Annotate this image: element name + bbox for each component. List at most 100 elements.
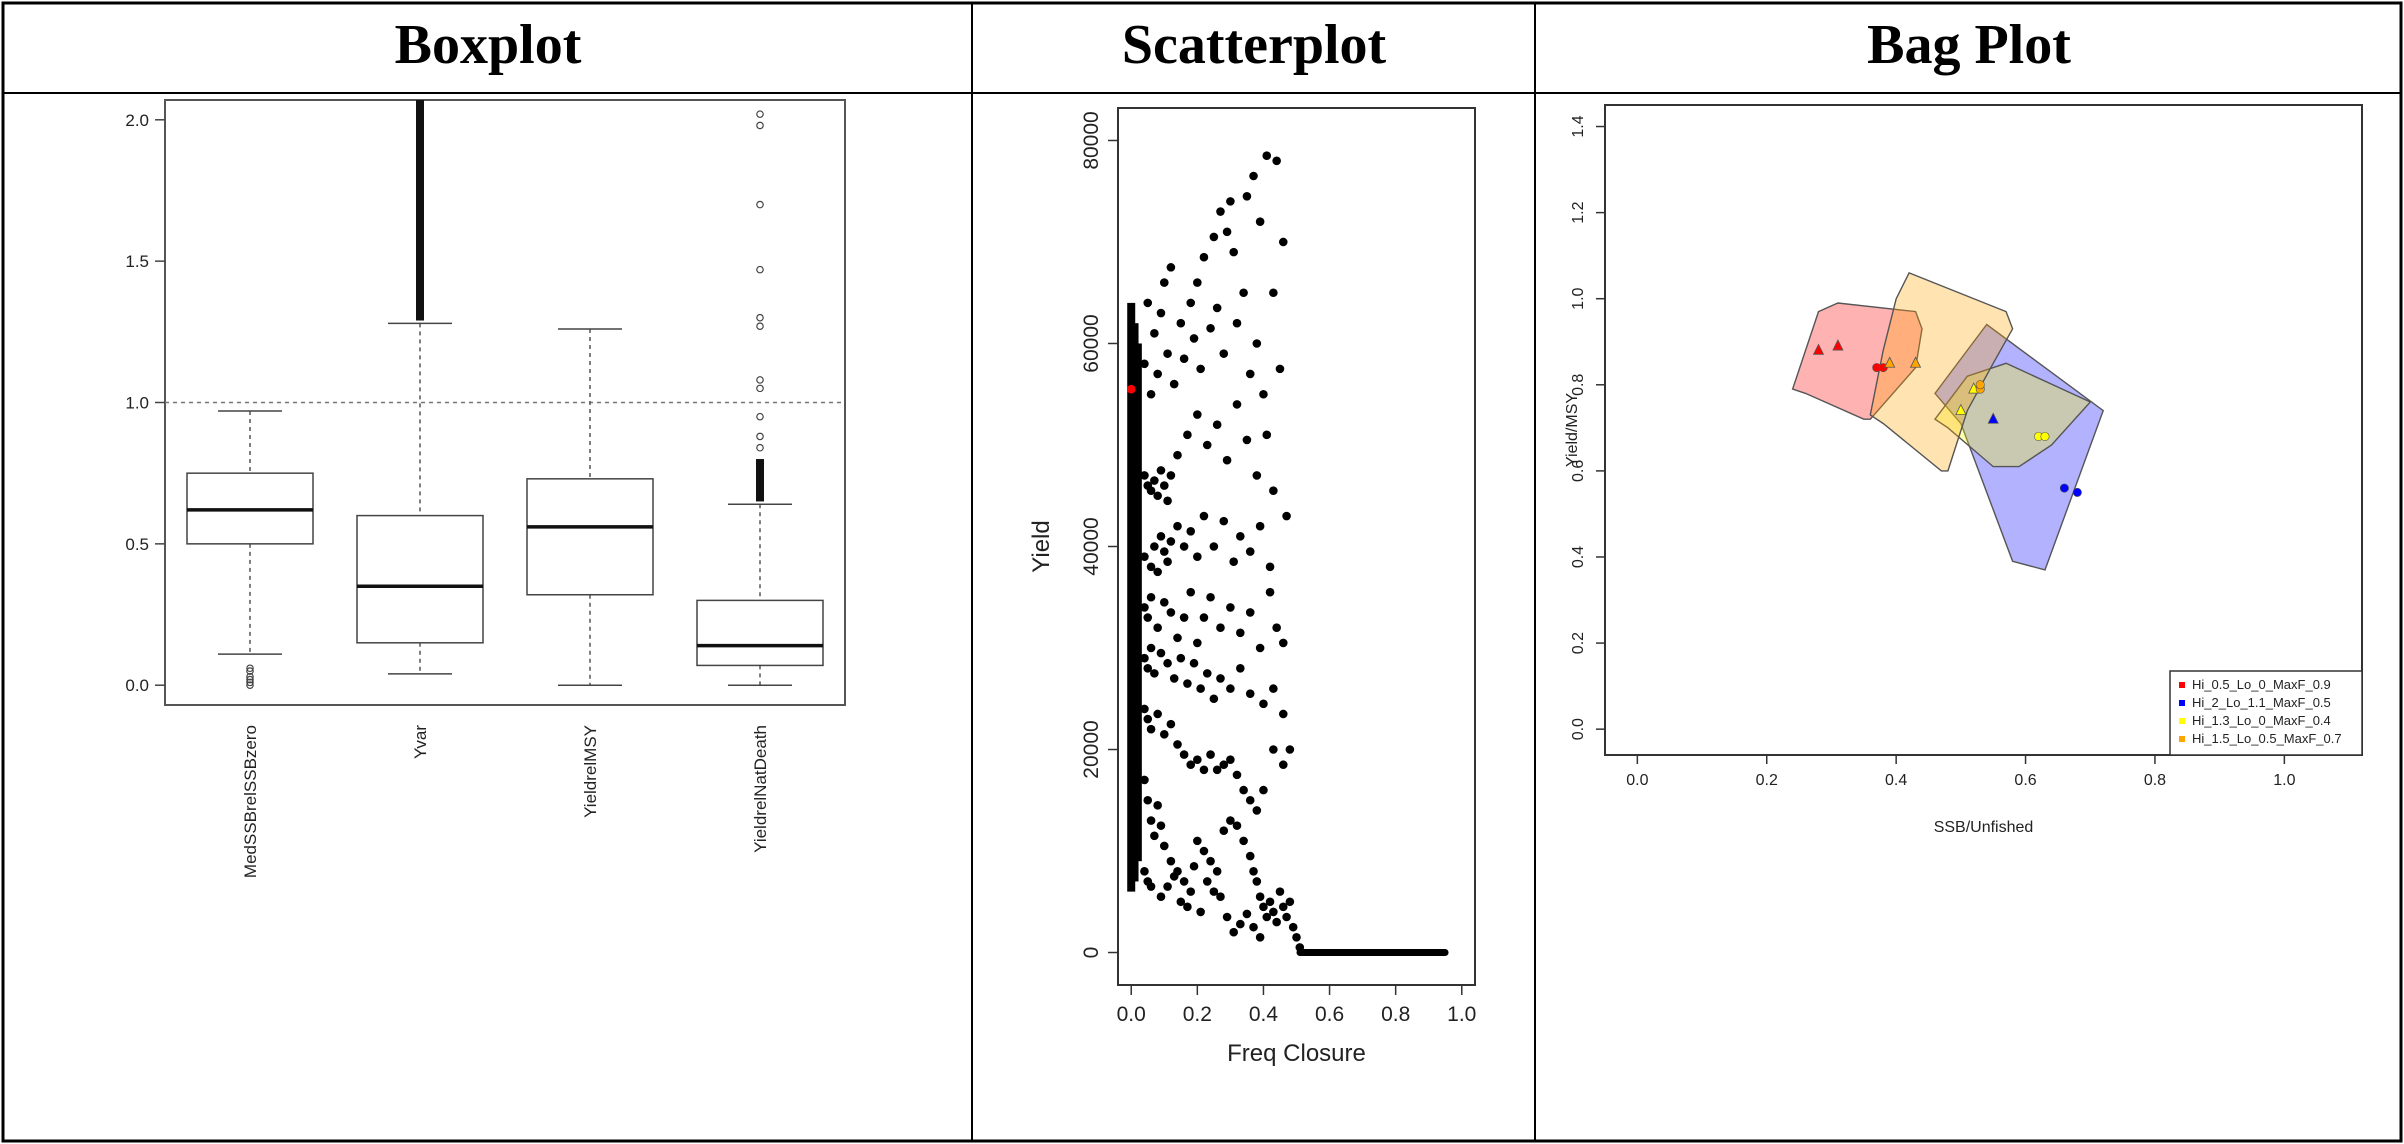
data-point [1216, 892, 1225, 901]
data-point [1146, 562, 1156, 572]
bag-plot-chart: 0.0 0.2 0.4 0.6 0.8 1.0 0.0 0.2 0.4 0.6 0.8 1.0 1.2 1… [1564, 104, 2363, 836]
data-point [1242, 435, 1252, 445]
data-point [1140, 653, 1149, 663]
x-tick-label: 0.4 [1249, 1003, 1279, 1026]
data-point [1166, 608, 1176, 617]
data-point [1236, 628, 1245, 638]
data-point [1216, 207, 1225, 216]
data-point [1193, 278, 1202, 287]
median-triangle [1832, 339, 1844, 351]
data-point [1176, 653, 1186, 663]
data-point [1265, 562, 1275, 572]
legend-swatch [2179, 736, 2185, 742]
data-point [1166, 719, 1176, 729]
data-point [1265, 897, 1275, 907]
x-category-label: YieldrelMSY [581, 725, 600, 818]
median-triangle [1812, 343, 1825, 355]
box-iqr [356, 514, 484, 644]
data-point [1239, 836, 1248, 846]
data-point [1232, 318, 1242, 328]
data-point [1202, 440, 1212, 450]
data-point [1159, 278, 1169, 287]
data-point [1226, 197, 1235, 206]
x-tick-label: 0.2 [1756, 772, 1778, 789]
data-point [1186, 298, 1196, 308]
data-point [1245, 547, 1255, 556]
data-point [1159, 547, 1169, 556]
data-point [1275, 364, 1285, 374]
data-point [1156, 648, 1166, 658]
data-point [1259, 785, 1268, 795]
x-tick-label: 0.0 [1626, 772, 1648, 789]
data-point [1272, 917, 1281, 927]
data-point [1209, 887, 1219, 896]
data-point [1140, 867, 1149, 876]
data-point [1146, 592, 1156, 602]
data-point [1183, 430, 1192, 440]
data-point [1288, 922, 1298, 932]
data-point [1153, 369, 1162, 379]
data-point [1242, 909, 1252, 919]
outlier-point [756, 265, 764, 274]
data-point [1239, 785, 1248, 795]
data-point [1255, 643, 1265, 653]
legend-label: Hi_2_Lo_1.1_MaxF_0.5 [2192, 695, 2331, 710]
data-point [1292, 932, 1301, 942]
data-point [1186, 887, 1196, 896]
data-point [1278, 902, 1288, 912]
data-point [1173, 633, 1182, 643]
data-point [1159, 729, 1169, 739]
box-iqr [526, 478, 654, 596]
data-point [1255, 217, 1265, 226]
data-point [1262, 912, 1272, 922]
data-point [1265, 587, 1275, 597]
data-point [1255, 892, 1265, 901]
data-point [1216, 674, 1225, 683]
x-category-label: MedSSBrelSSBzero [241, 725, 260, 878]
y-axis-title: Yield [1028, 520, 1055, 572]
data-point [1252, 339, 1262, 348]
data-point [1146, 643, 1156, 653]
data-point [1140, 704, 1149, 714]
data-point [1199, 846, 1209, 856]
data-point [1236, 919, 1245, 929]
data-point [1179, 613, 1189, 622]
data-point [1278, 760, 1288, 770]
legend-label: Hi_1.3_Lo_0_MaxF_0.4 [2192, 713, 2331, 728]
data-point [1262, 151, 1272, 161]
data-point [1173, 521, 1182, 531]
data-point [1156, 892, 1166, 901]
data-point [1236, 664, 1245, 673]
x-tick-label: 1.0 [1447, 1003, 1476, 1026]
data-point [1199, 252, 1209, 262]
outlier-point [756, 322, 764, 330]
data-point [1166, 537, 1176, 546]
outlier-point [756, 376, 764, 384]
data-point [1245, 851, 1255, 861]
outlier-point [246, 664, 254, 673]
legend-swatch [2179, 718, 2185, 724]
data-point [1219, 760, 1229, 770]
data-point [1206, 750, 1215, 759]
x-axis-title: Freq Closure [1227, 1040, 1366, 1067]
data-point [1146, 816, 1156, 825]
data-point [1282, 511, 1291, 521]
median-triangle [1884, 356, 1896, 368]
data-point [1222, 227, 1232, 237]
data-point [1150, 542, 1159, 551]
header-scatterplot: Scatterplot [1122, 14, 1387, 76]
outlier-point [756, 313, 764, 322]
data-point [1143, 664, 1153, 673]
data-point [1199, 613, 1209, 622]
data-point [1183, 902, 1192, 912]
data-point [1206, 856, 1215, 866]
outlier-band [416, 100, 424, 321]
legend-label: Hi_1.5_Lo_0.5_MaxF_0.7 [2192, 731, 2342, 746]
plot-frame [1117, 107, 1476, 986]
data-point [1193, 552, 1202, 561]
outlier-point [756, 384, 764, 393]
data-point [1262, 430, 1272, 440]
data-point [1239, 288, 1248, 298]
data-point [1146, 724, 1156, 734]
